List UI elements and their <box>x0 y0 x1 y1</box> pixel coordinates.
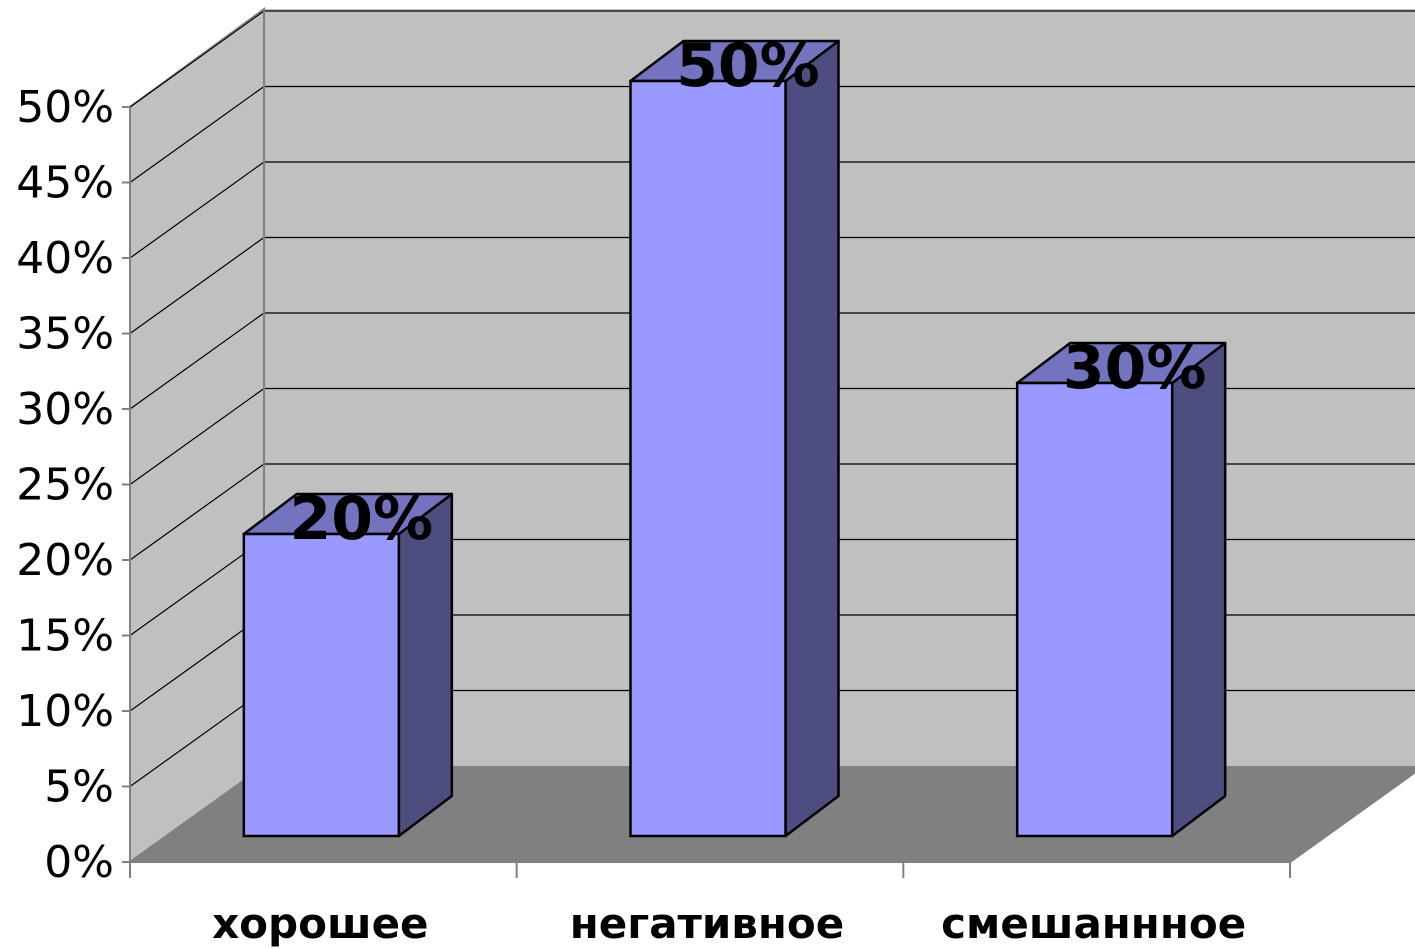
y-tick-label: 10% <box>16 686 114 737</box>
y-tick-label: 5% <box>44 762 114 813</box>
bar-side <box>784 39 840 838</box>
x-category-label: смешаннное <box>941 899 1246 948</box>
y-tick-label: 30% <box>16 384 114 435</box>
y-tick-label: 25% <box>16 460 114 511</box>
data-label: 30% <box>1063 333 1207 403</box>
y-tick-label: 35% <box>16 309 114 360</box>
y-tick-label: 45% <box>16 158 114 209</box>
y-tick-label: 0% <box>44 837 114 888</box>
bar <box>629 79 787 838</box>
y-tick-label: 50% <box>16 82 114 133</box>
x-category-label: негативное <box>570 899 845 948</box>
y-tick-label: 40% <box>16 233 114 284</box>
y-tick-label: 20% <box>16 535 114 586</box>
data-label: 20% <box>290 484 434 554</box>
y-tick-label: 15% <box>16 611 114 662</box>
bar <box>1015 381 1174 838</box>
x-category-label: хорошее <box>212 899 428 948</box>
bar-side <box>1170 341 1227 838</box>
data-label: 50% <box>676 31 820 101</box>
floor-edge <box>1289 771 1415 863</box>
bar <box>242 532 401 838</box>
